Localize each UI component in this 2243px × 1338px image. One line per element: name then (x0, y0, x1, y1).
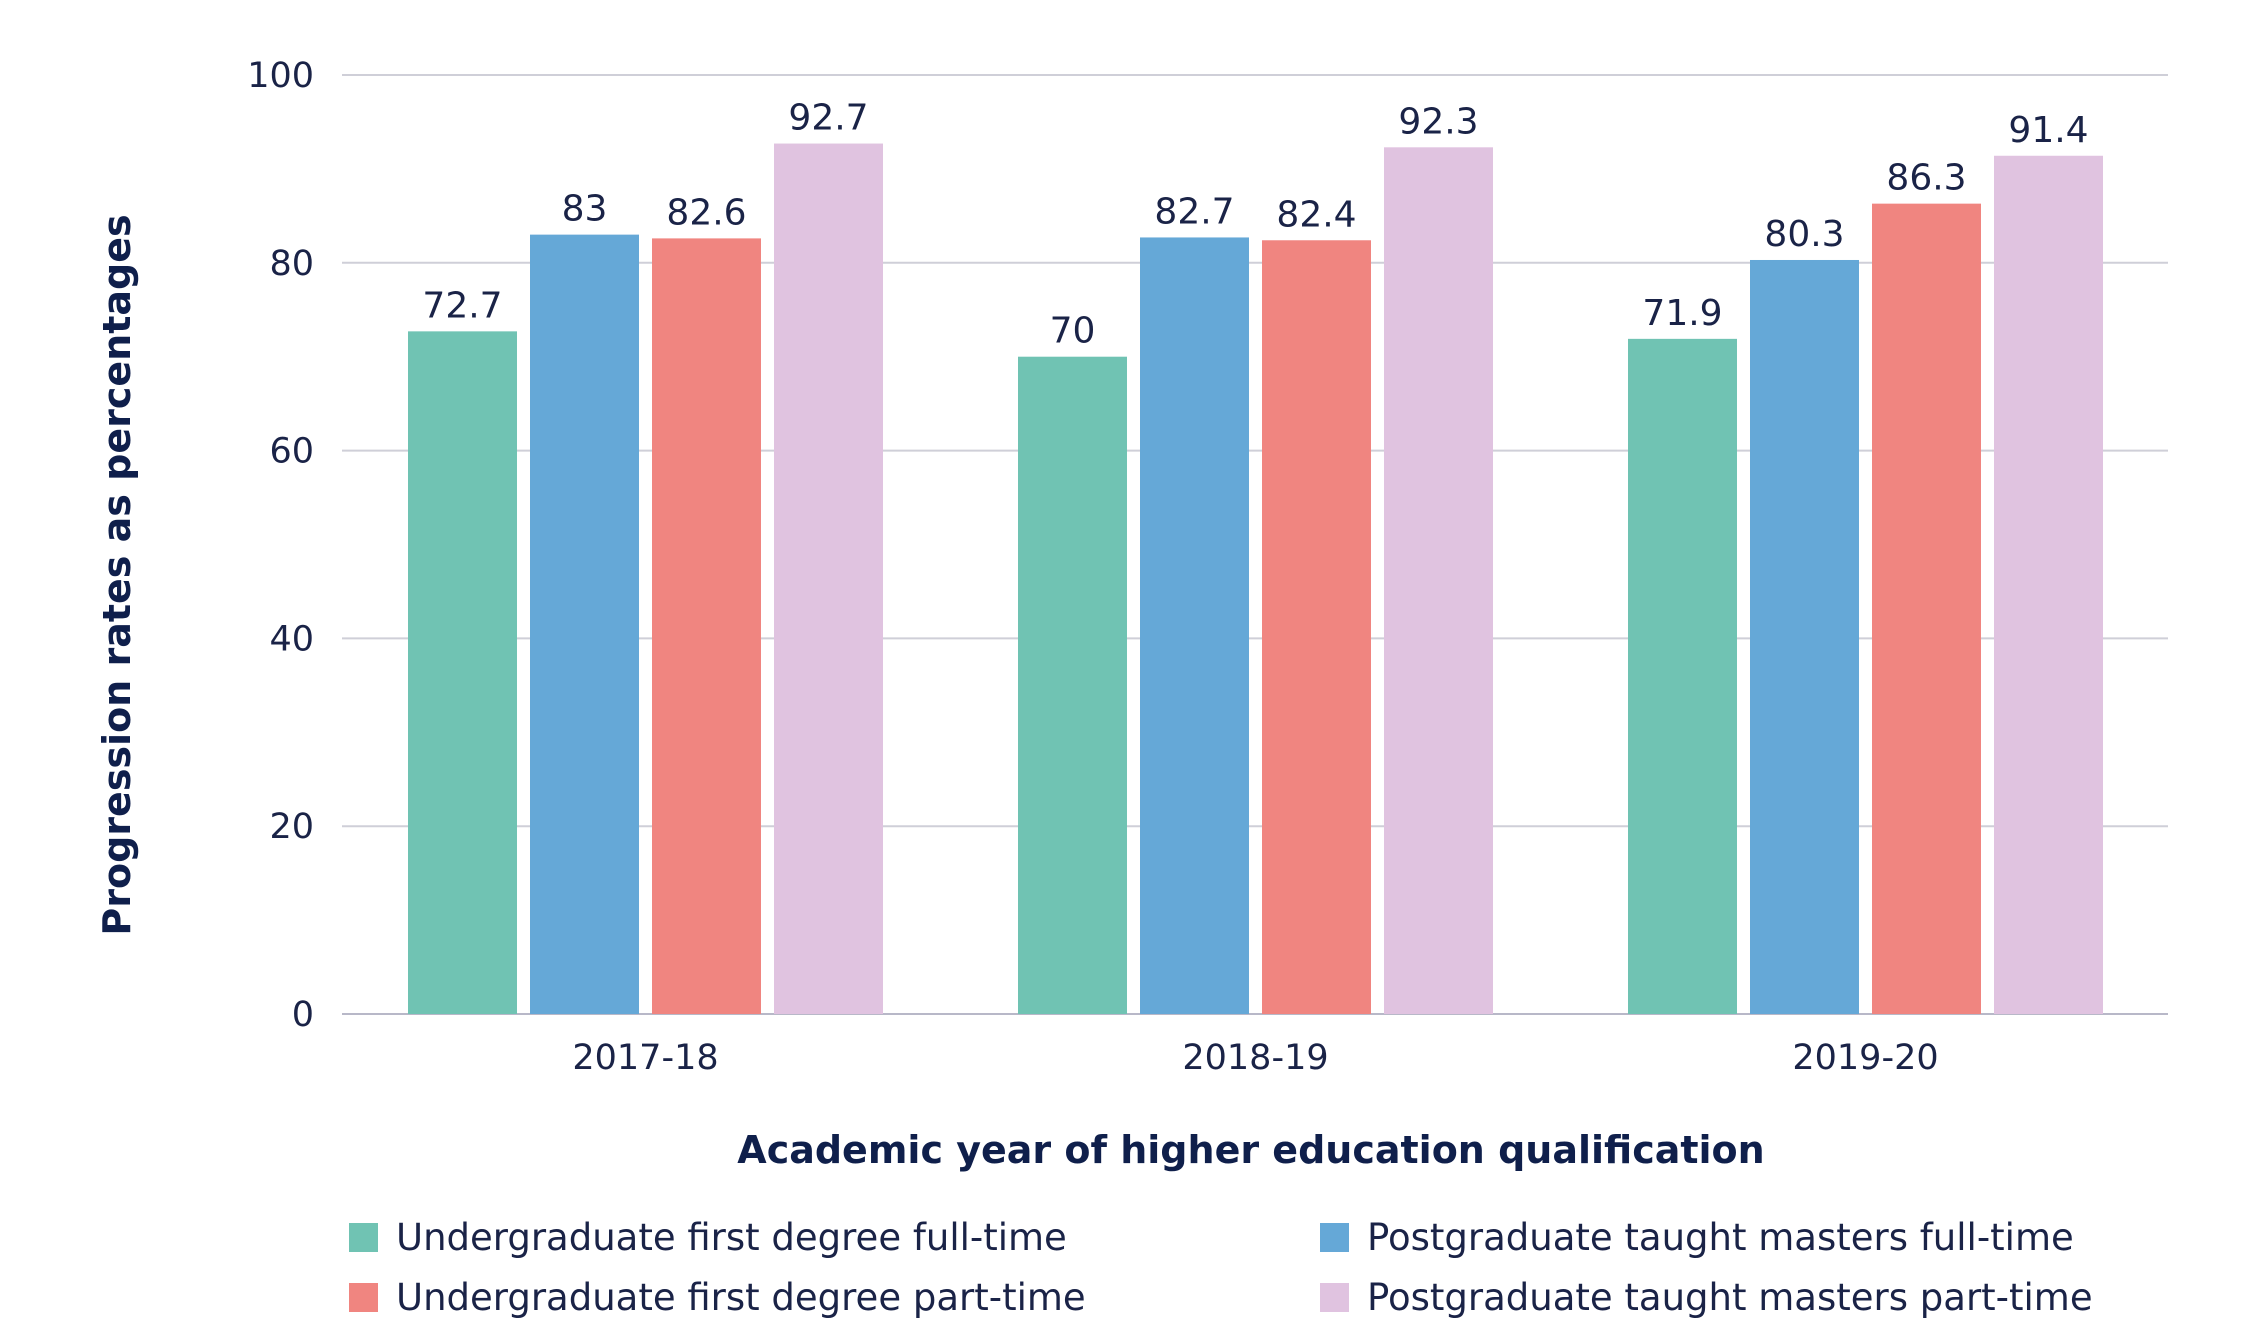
bar (1872, 203, 1981, 1014)
legend-label: Postgraduate taught masters part-time (1367, 1276, 2093, 1319)
bar (1018, 356, 1127, 1014)
bar (530, 234, 639, 1014)
bar (774, 143, 883, 1014)
gridlines (342, 74, 2168, 1015)
legend-label: Postgraduate taught masters full-time (1367, 1216, 2074, 1259)
data-label: 92.7 (788, 98, 868, 139)
bar (1140, 237, 1249, 1014)
bar (652, 238, 761, 1015)
legend-swatch (1320, 1283, 1349, 1312)
y-axis-title: Progression rates as percentages (95, 214, 139, 935)
legend-swatch (349, 1283, 378, 1312)
data-label: 82.6 (666, 192, 746, 233)
data-label: 86.3 (1886, 158, 1966, 199)
x-tick-label: 2019-20 (1792, 1038, 1938, 1078)
y-tick-label: 40 (269, 619, 314, 659)
data-label: 72.7 (422, 285, 502, 326)
legend: Undergraduate first degree full-time Post… (349, 1216, 2093, 1319)
x-tick-label: 2018-19 (1182, 1038, 1328, 1078)
y-tick-label: 100 (247, 56, 314, 96)
x-tick-label: 2017-18 (572, 1038, 718, 1078)
x-axis-title: Academic year of higher education qualif… (737, 1128, 1764, 1172)
legend-swatch (349, 1223, 378, 1252)
y-tick-label: 0 (292, 995, 314, 1035)
data-label: 80.3 (1764, 214, 1844, 255)
data-label: 71.9 (1642, 293, 1722, 334)
legend-label: Undergraduate first degree full-time (396, 1216, 1067, 1259)
data-label: 91.4 (2008, 110, 2088, 151)
legend-swatch (1320, 1223, 1349, 1252)
bar (1628, 338, 1737, 1014)
data-label: 70 (1050, 311, 1096, 352)
bar (1750, 259, 1859, 1014)
bars: 72.7 83 82.6 92.7 70 82.7 82.4 92.3 71.9 80.3 86.3… (408, 98, 2103, 1015)
data-label: 82.4 (1276, 194, 1356, 235)
data-label: 83 (562, 189, 608, 230)
x-tick-labels: 2017-18 2018-19 2019-20 (572, 1038, 1938, 1078)
bar (408, 331, 517, 1014)
y-tick-label: 60 (269, 432, 314, 472)
y-tick-label: 80 (269, 244, 314, 284)
data-label: 82.7 (1154, 191, 1234, 232)
legend-label: Undergraduate first degree part-time (396, 1276, 1086, 1319)
data-label: 92.3 (1398, 101, 1478, 142)
y-tick-labels: 0 20 40 60 80 100 (247, 56, 314, 1035)
bar (1994, 155, 2103, 1014)
bar (1384, 147, 1493, 1015)
y-tick-label: 20 (269, 807, 314, 847)
bar (1262, 240, 1371, 1015)
